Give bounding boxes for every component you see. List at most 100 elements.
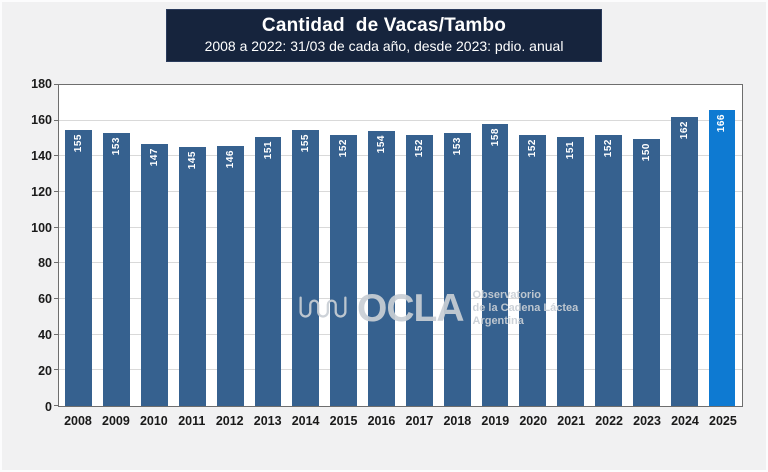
- x-axis-tick-label: 2010: [139, 414, 168, 428]
- bar-label-wrap: 154: [368, 135, 395, 153]
- y-axis-tickmark: [54, 298, 58, 299]
- x-axis: 2008 2009 2010 2011 2012 2013 2014 2015 2016 2017…: [58, 414, 743, 428]
- bar: 158: [481, 124, 509, 406]
- bar-slot: 151: [249, 85, 287, 406]
- gridline: [59, 298, 742, 299]
- y-axis: 0 20 40 60 80 100 120 140 160 180: [10, 77, 52, 414]
- y-axis-tickmark: [54, 405, 58, 406]
- bar-slot: 152: [514, 85, 552, 406]
- bar-slot: 146: [211, 85, 249, 406]
- bar: 151: [254, 136, 282, 406]
- gridline: [59, 262, 742, 264]
- bar: 146: [216, 145, 244, 406]
- x-axis-tick-label: 2012: [215, 414, 244, 428]
- x-axis-tick-label: 2019: [481, 414, 510, 428]
- bar-label-wrap: 151: [557, 141, 584, 159]
- x-axis-tick-label: 2013: [253, 414, 282, 428]
- chart-title: Cantidad de Vacas/Tambo: [261, 15, 507, 36]
- y-axis-tick-label: 120: [31, 184, 52, 199]
- x-axis-tick-label: 2015: [329, 414, 358, 428]
- x-axis-tick-label: 2008: [64, 414, 92, 428]
- bar-value-label: 145: [186, 151, 198, 170]
- bar-value-label: 155: [300, 133, 312, 152]
- x-axis-tick-label: 2011: [178, 414, 206, 428]
- bar-label-wrap: 151: [255, 141, 282, 159]
- x-axis-tick-label: 2025: [709, 414, 737, 428]
- y-axis-tick-label: 180: [31, 77, 52, 91]
- plot-area: 155 153 147 145 146 151 155 152 154 152 153 158 152 1…: [54, 84, 743, 407]
- y-axis-tick-label: 20: [38, 364, 52, 379]
- bar-slot: 145: [173, 85, 211, 406]
- gridline: [59, 333, 742, 335]
- x-axis-tick-label: 2009: [102, 414, 130, 428]
- x-axis-tick-label: 2022: [595, 414, 623, 428]
- x-axis-tick-label: 2017: [405, 414, 434, 428]
- bar-value-label: 153: [451, 137, 463, 156]
- bar-label-wrap: 152: [406, 139, 433, 157]
- bar-label-wrap: 153: [103, 137, 130, 155]
- bar-value-label: 166: [716, 113, 728, 133]
- chart-subtitle: 2008 a 2022: 31/03 de cada año, desde 20…: [204, 37, 564, 54]
- bar-value-label: 151: [565, 140, 577, 159]
- y-axis-tickmark: [54, 119, 58, 121]
- bar-label-wrap: 146: [217, 150, 244, 168]
- bar: 147: [141, 143, 168, 406]
- bar-slot: 152: [325, 85, 363, 406]
- gridline: [59, 369, 742, 371]
- bar: 145: [178, 147, 206, 406]
- bar-label-wrap: 147: [141, 148, 168, 166]
- bar-slot: 155: [287, 85, 325, 406]
- y-axis-tickmark: [54, 333, 58, 335]
- chart-title-box: Cantidad de Vacas/Tambo 2008 a 2022: 31/…: [166, 9, 602, 63]
- x-axis-tick-label: 2014: [291, 414, 320, 428]
- bar-value-label: 147: [149, 147, 161, 167]
- bar: 152: [405, 134, 433, 406]
- bar-slot: 147: [136, 85, 174, 406]
- x-axis-tick-label: 2023: [633, 414, 661, 428]
- bar-value-label: 151: [262, 140, 274, 159]
- y-axis-tick-label: 80: [38, 256, 52, 271]
- bar: 166: [708, 109, 736, 406]
- bar-slot: 158: [476, 85, 514, 406]
- gridline: [59, 119, 742, 121]
- bar: 151: [557, 136, 585, 406]
- y-axis-tick-label: 0: [45, 400, 52, 414]
- y-axis-tickmark: [54, 226, 58, 228]
- x-axis-tick-label: 2018: [443, 414, 472, 428]
- bar-label-wrap: 155: [65, 134, 92, 152]
- bar: 152: [519, 134, 547, 406]
- y-axis-tick-label: 140: [31, 148, 52, 163]
- x-axis-tick-label: 2020: [519, 414, 548, 428]
- bar-slot: 153: [98, 85, 136, 406]
- bar-slot: 150: [627, 85, 665, 406]
- bar-value-label: 155: [73, 133, 85, 152]
- x-axis-tick-label: 2021: [557, 414, 586, 428]
- bar-label-wrap: 153: [444, 137, 471, 155]
- bar-slot: 151: [552, 85, 590, 406]
- bar-value-label: 146: [224, 149, 236, 168]
- gridline: [59, 155, 742, 157]
- x-axis-tick-label: 2024: [671, 414, 699, 428]
- y-axis-tickmark: [54, 191, 58, 192]
- y-axis-tick-label: 60: [38, 292, 52, 307]
- gridline: [59, 226, 742, 228]
- bar-label-wrap: 152: [519, 139, 546, 157]
- bar: 153: [103, 133, 131, 406]
- y-axis-tickmark: [54, 84, 58, 85]
- bar-label-wrap: 162: [671, 121, 698, 139]
- y-axis-tick-label: 100: [31, 220, 52, 235]
- bar-label-wrap: 145: [179, 151, 206, 169]
- bar: 162: [670, 117, 698, 406]
- bar-label-wrap: 155: [292, 134, 319, 152]
- bar-label-wrap: 166: [709, 114, 736, 132]
- y-axis-tick-label: 40: [38, 328, 52, 343]
- y-axis-tickmark: [54, 369, 58, 371]
- y-axis-tickmark: [54, 262, 58, 264]
- bar-value-label: 152: [527, 138, 539, 158]
- bar: 155: [65, 129, 93, 406]
- x-axis-tick-label: 2016: [367, 414, 396, 428]
- bar: 150: [632, 138, 660, 406]
- bar: 155: [292, 129, 320, 406]
- bar: 154: [368, 131, 395, 406]
- bar-value-label: 152: [413, 138, 425, 158]
